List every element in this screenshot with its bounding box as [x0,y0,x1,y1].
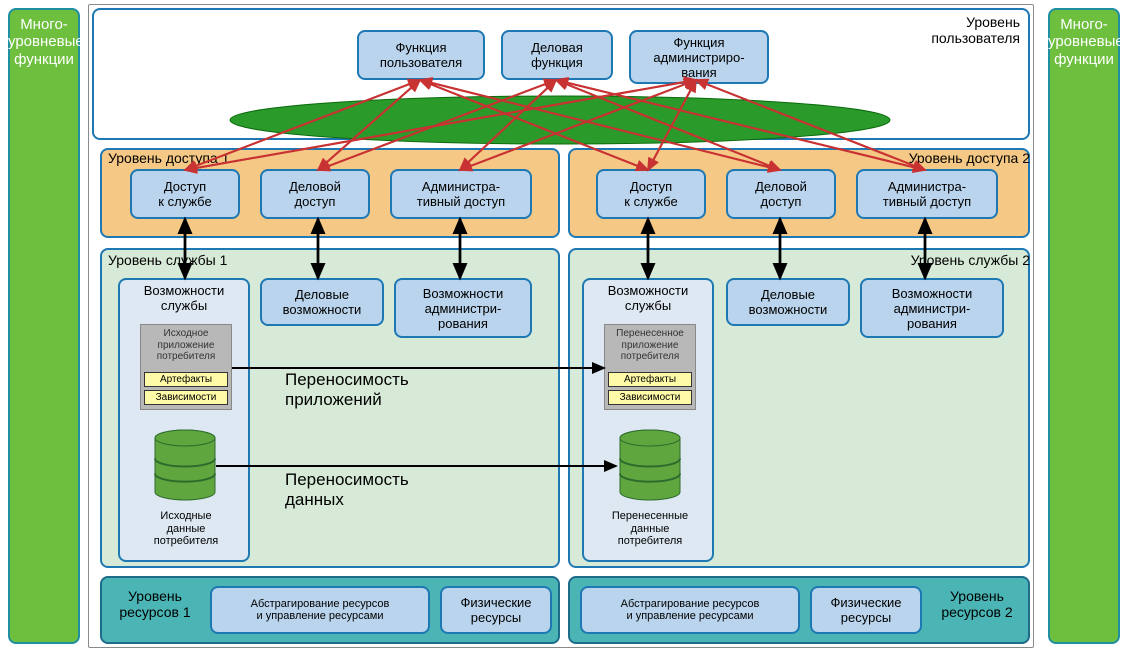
pill-0: Артефакты [144,372,228,387]
side-label-0: Много-уровневыефункции [8,16,80,68]
service-node-1-2: Возможностиадминистри-рования [860,278,1004,338]
resource-title-1: Уровеньресурсов 2 [932,588,1022,620]
diagram-canvas: Много-уровневыефункции Много-уровневыефун… [0,0,1128,650]
side-label-1: Много-уровневыефункции [1048,16,1120,68]
port-label-1: Переносимостьданных [285,470,505,509]
service-node-label-0-0: Возможностислужбы [118,284,250,314]
resource-node-0-0: Абстрагирование ресурсови управление рес… [210,586,430,634]
side-panel-left [8,8,80,644]
user-node-1: Деловаяфункция [501,30,613,80]
user-node-0: Функцияпользователя [357,30,485,80]
app-inner-label-1: Перенесенноеприложениепотребителя [604,328,696,363]
side-panel-right [1048,8,1120,644]
pill-3: Зависимости [608,390,692,405]
data-label-0: Исходныеданныепотребителя [130,510,242,548]
access-node-0-0: Доступк службе [130,169,240,219]
service-node-0-2: Возможностиадминистри-рования [394,278,532,338]
service-node-1-1: Деловыевозможности [726,278,850,326]
service-node-label-1-0: Возможностислужбы [582,284,714,314]
data-label-1: Перенесенныеданныепотребителя [590,510,710,548]
app-inner-label-0: Исходноеприложениепотребителя [140,328,232,363]
user-node-2: Функцияадминистриро-вания [629,30,769,84]
access-node-1-0: Доступк службе [596,169,706,219]
service-node-0-1: Деловыевозможности [260,278,384,326]
resource-node-1-1: Физическиересурсы [810,586,922,634]
access-title-1: Уровень доступа 2 [860,150,1030,166]
access-node-1-2: Администра-тивный доступ [856,169,998,219]
access-node-0-1: Деловойдоступ [260,169,370,219]
resource-node-1-0: Абстрагирование ресурсови управление рес… [580,586,800,634]
access-node-1-1: Деловойдоступ [726,169,836,219]
resource-title-0: Уровеньресурсов 1 [110,588,200,620]
user-layer-title: Уровеньпользователя [880,14,1020,46]
access-title-0: Уровень доступа 1 [108,150,278,166]
pill-2: Артефакты [608,372,692,387]
resource-node-0-1: Физическиересурсы [440,586,552,634]
access-node-0-2: Администра-тивный доступ [390,169,532,219]
pill-1: Зависимости [144,390,228,405]
port-label-0: Переносимостьприложений [285,370,505,409]
service-title-0: Уровень службы 1 [108,252,288,268]
service-title-1: Уровень службы 2 [850,252,1030,268]
